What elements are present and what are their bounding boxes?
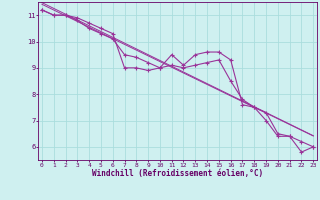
X-axis label: Windchill (Refroidissement éolien,°C): Windchill (Refroidissement éolien,°C): [92, 169, 263, 178]
